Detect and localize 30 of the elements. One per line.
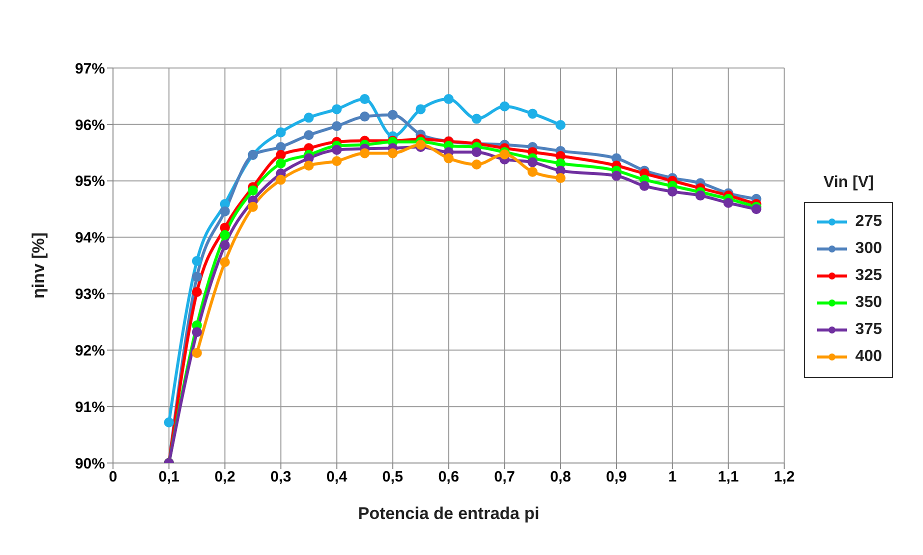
y-tick-label: 90% [74, 455, 105, 472]
x-tick-label: 0,1 [158, 468, 180, 486]
x-tick-label: 0,3 [270, 468, 292, 486]
legend-label: 325 [855, 267, 882, 285]
x-tick-label: 0,2 [214, 468, 236, 486]
x-tick-label: 0 [108, 468, 118, 486]
y-tick-label: 93% [74, 286, 105, 304]
legend-label: 275 [855, 213, 882, 231]
x-tick-label: 1,2 [774, 468, 795, 486]
y-tick-label: 95% [74, 173, 105, 190]
legend-label: 375 [855, 321, 882, 339]
x-tick-label: 0,5 [382, 468, 404, 486]
legend-label: 350 [855, 294, 882, 312]
x-tick-label: 0,7 [494, 468, 516, 486]
x-tick-label: 0,4 [326, 468, 348, 486]
y-tick-label: 97% [74, 60, 105, 78]
x-tick-label: 1,1 [718, 468, 739, 486]
y-tick-label: 96% [74, 116, 105, 134]
x-tick-label: 1 [668, 468, 677, 486]
x-tick-label: 0,8 [550, 468, 571, 486]
y-tick-label: 92% [74, 342, 105, 360]
legend-title: Vin [V] [822, 174, 875, 192]
y-axis-title: ηinv [%] [29, 232, 48, 299]
x-tick-label: 0,9 [606, 468, 627, 486]
y-tick-label: 94% [74, 230, 105, 247]
y-tick-label: 91% [74, 398, 105, 416]
x-axis-title: Potencia de entrada pi [358, 504, 540, 523]
legend-label: 400 [855, 348, 882, 366]
legend-label: 300 [855, 240, 882, 258]
x-tick-label: 0,6 [438, 468, 460, 486]
